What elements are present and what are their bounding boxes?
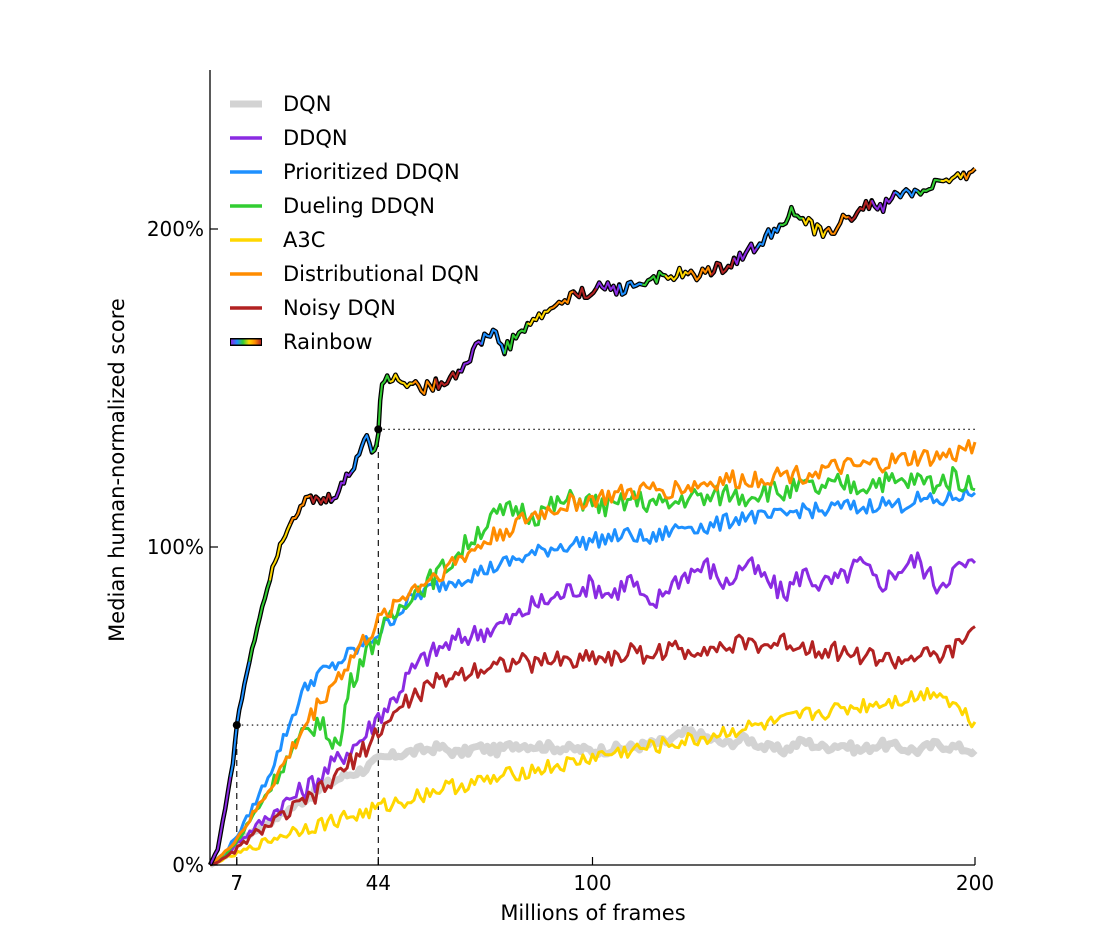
legend-label-noisy-dqn: Noisy DQN (283, 296, 396, 320)
series-line-ddqn (209, 551, 977, 867)
series-line-rainbow-segment (350, 434, 373, 473)
reference-point (374, 425, 383, 434)
series-line-rainbow-segment (458, 340, 483, 373)
series-line-rainbow-segment (268, 523, 292, 581)
series-line-rainbow-segment (550, 290, 574, 310)
series-line-rainbow-segment (962, 167, 976, 181)
reference-point (232, 721, 241, 730)
y-tick-label: 0% (172, 853, 204, 877)
legend: DQN DDQN Prioritized DDQN Dueling DDQN A3C Di… (230, 92, 479, 354)
legend-label-dqn: DQN (283, 92, 331, 116)
series-line-rainbow-segment (916, 179, 941, 196)
legend-label-a3c: A3C (283, 228, 325, 252)
series-line-prioritized-ddqn (209, 486, 977, 867)
series-line-rainbow-segment (595, 281, 621, 296)
series-line-rainbow-segment (434, 370, 460, 390)
series-line-rainbow-segment (289, 494, 312, 525)
series-line-distributional-dqn (209, 439, 977, 867)
axes (209, 70, 975, 866)
series-line-rainbow-segment (480, 328, 506, 355)
series-line-dueling-ddqn (209, 466, 976, 867)
legend-label-rainbow: Rainbow (283, 330, 373, 354)
series-line-rainbow-segment (309, 493, 333, 505)
x-tick-label: 100 (573, 871, 611, 895)
x-tick-label: 7 (230, 871, 243, 895)
series-line-rainbow-segment (710, 257, 735, 276)
series-line-rainbow-segment (330, 471, 353, 503)
series-line-rainbow-segment (229, 661, 251, 778)
series-line-rainbow-segment (733, 242, 758, 265)
x-tick-label: 44 (366, 871, 391, 895)
series-line-rainbow-segment (641, 271, 666, 287)
legend-label-distributional-dqn: Distributional DQN (283, 262, 479, 286)
series-line-rainbow-segment (664, 267, 689, 281)
series-line-rainbow-segment (801, 217, 827, 238)
series-line-a3c (209, 687, 977, 867)
legend-label-prioritized-ddqn: Prioritized DDQN (283, 160, 460, 184)
x-tick-label: 200 (956, 871, 994, 895)
y-axis-label: Median human-normalized score (105, 298, 129, 642)
series-line-rainbow-segment (756, 224, 781, 249)
series-line-rainbow-segment (389, 373, 413, 388)
series-line-rainbow-segment (779, 206, 804, 226)
legend-label-dueling-ddqn: Dueling DDQN (283, 194, 435, 218)
series-line-rainbow-segment (618, 280, 643, 296)
series-line-rainbow-segment (526, 307, 552, 326)
series-line-rainbow-segment (870, 191, 896, 213)
y-tick-label: 200% (147, 217, 204, 241)
series-line-rainbow-segment (371, 374, 391, 454)
legend-label-ddqn: DDQN (283, 126, 348, 150)
series-line-rainbow-segment (503, 322, 529, 355)
series-line-rainbow-segment (687, 266, 713, 282)
y-tick-label: 100% (147, 535, 204, 559)
ticks: 7 44 100 200 0% 100% 200% (147, 217, 994, 895)
series-line-noisy-dqn (209, 625, 976, 867)
series-line-rainbow-segment (894, 188, 919, 199)
series-line-rainbow-segment (412, 378, 437, 395)
legend-swatch-rainbow-fill (231, 339, 261, 345)
series-line-rainbow-segment (572, 287, 598, 299)
x-axis-label: Millions of frames (500, 901, 685, 925)
series-line-rainbow-segment (209, 776, 232, 866)
series-layer (207, 167, 978, 868)
series-line-dqn (208, 725, 978, 868)
series-line-rainbow-segment (248, 580, 271, 662)
series-line-rainbow-segment (848, 199, 873, 222)
series-line-rainbow-segment (940, 172, 965, 183)
series-line-rainbow-segment (825, 213, 849, 235)
